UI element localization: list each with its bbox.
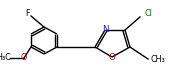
Text: CH₃: CH₃ (151, 56, 165, 65)
Text: N: N (102, 26, 108, 34)
Text: F: F (26, 10, 30, 18)
Text: Cl: Cl (144, 9, 152, 17)
Text: O: O (108, 52, 115, 61)
Text: O: O (21, 54, 27, 62)
Text: H₃C: H₃C (0, 54, 11, 62)
